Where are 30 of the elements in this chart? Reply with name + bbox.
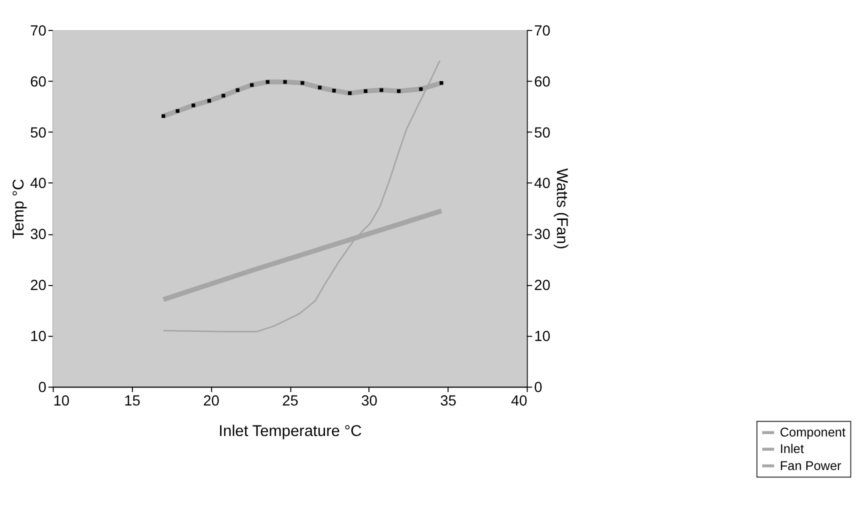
y-tick-label: 50	[30, 125, 46, 142]
legend-label: Component	[780, 426, 846, 440]
y-tick-label: 40	[30, 176, 46, 192]
x-tick-label: 25	[282, 394, 298, 410]
y2-tick-label: 60	[534, 74, 550, 90]
legend-label: Fan Power	[780, 458, 842, 473]
y-tick-label: 30	[30, 227, 46, 244]
x-tick-label: 35	[440, 394, 456, 410]
x-axis-title: Inlet Temperature °C	[218, 423, 362, 440]
legend-label: Inlet	[780, 442, 804, 456]
y-tick-label: 20	[30, 278, 46, 294]
y-tick-label: 10	[30, 329, 46, 346]
x-tick-label: 15	[124, 394, 140, 410]
line-series	[162, 60, 441, 332]
y-tick-label: 70	[30, 23, 46, 40]
y2-tick-label: 30	[534, 227, 550, 244]
y2-tick-label: 10	[534, 329, 550, 346]
y2-tick-label: 0	[534, 380, 542, 396]
y-tick-label: 0	[38, 380, 46, 396]
x-tick-label: 20	[203, 394, 220, 410]
y2-tick-label: 40	[534, 176, 550, 192]
y-tick-label: 60	[30, 74, 46, 90]
y2-tick-label: 50	[534, 125, 550, 142]
y2-tick-label: 70	[534, 23, 550, 40]
y2-axis-title: Watts (Fan)	[553, 168, 570, 250]
x-tick-label: 30	[361, 394, 378, 410]
x-tick-label: 40	[510, 394, 528, 410]
x-tick-label: 10	[53, 394, 70, 410]
y2-tick-label: 20	[534, 278, 550, 294]
y-axis-title: Temp °C	[10, 178, 28, 239]
